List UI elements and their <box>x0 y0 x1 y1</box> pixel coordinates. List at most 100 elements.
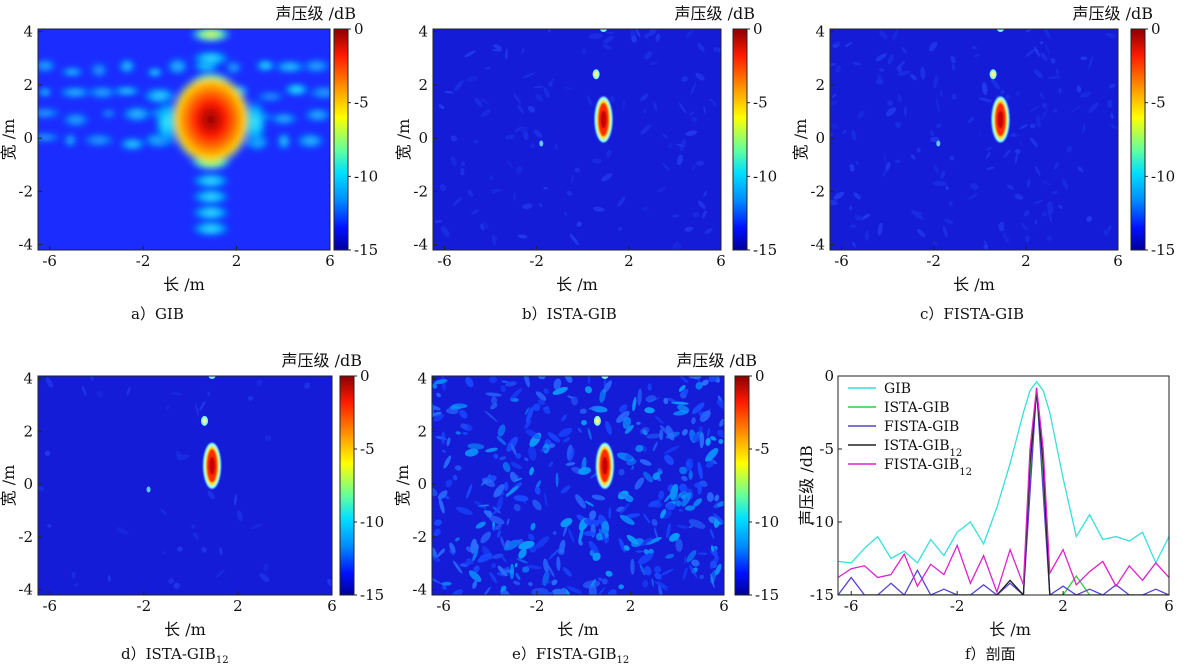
noise-speck <box>539 447 547 452</box>
heatmap-panel-b: -6 -2 2 6 4 2 0 -2 -4 长 /m 宽 /m 0 -5 -10 -15 声压级 /dB <box>394 4 777 294</box>
colorbar-tick-label: -5 <box>360 440 375 458</box>
noise-speck <box>460 161 466 167</box>
noise-speck <box>465 376 474 388</box>
noise-speck <box>910 73 917 81</box>
noise-speck <box>877 222 883 236</box>
noise-speck <box>606 149 612 158</box>
noise-speck <box>930 136 940 143</box>
noise-speck <box>713 513 724 525</box>
noise-speck <box>518 548 527 559</box>
noise-speck <box>514 126 523 133</box>
noise-speck <box>1109 123 1118 129</box>
noise-speck <box>636 421 641 425</box>
noise-speck <box>951 63 956 72</box>
noise-speck <box>528 446 537 461</box>
mainlobe-column-blob <box>188 187 233 206</box>
noise-speck <box>473 500 487 510</box>
noise-speck <box>528 581 533 587</box>
noise-speck <box>1106 32 1116 38</box>
noise-speck <box>438 104 445 110</box>
noise-speck <box>635 444 644 453</box>
caption-prefix: c） <box>920 305 944 323</box>
x-axis-label: 长 /m <box>989 620 1031 639</box>
noise-speck <box>491 234 496 246</box>
noise-speck <box>491 49 503 52</box>
noise-speck <box>717 430 724 439</box>
y-tick-label: -2 <box>18 182 33 200</box>
source-hotspot <box>594 96 613 143</box>
noise-speck <box>647 499 661 508</box>
x-tick-label: -6 <box>436 597 451 615</box>
sidelobe-blob <box>293 131 328 150</box>
noise-speck <box>527 105 536 113</box>
plot-frame <box>837 375 1170 596</box>
legend: GIB ISTA-GIB FISTA-GIB ISTA-GIB12FISTA-GIB1… <box>848 381 972 478</box>
noise-speck <box>716 399 724 411</box>
noise-speck <box>601 173 613 182</box>
sidelobe-blob <box>109 85 144 97</box>
noise-speck <box>483 586 491 595</box>
noise-speck <box>502 461 511 473</box>
noise-speck <box>472 580 478 589</box>
noise-speck <box>176 450 182 460</box>
y-tick-label: 2 <box>418 76 428 94</box>
noise-speck <box>1041 102 1048 109</box>
colorbar-tick-label: 0 <box>354 20 364 38</box>
colorbar-gradient <box>333 28 349 251</box>
noise-speck <box>250 523 263 530</box>
profile-chart: -6 -2 2 6 0 -5 -10 -15 长 /m 声压级 /dB GIB ISTA-GIB FIS… <box>797 367 1174 639</box>
noise-texture <box>830 29 1118 250</box>
y-tick-label: 0 <box>417 475 427 493</box>
plot-frame <box>431 375 725 596</box>
noise-speck <box>678 509 684 512</box>
noise-speck <box>1107 225 1112 232</box>
noise-speck <box>473 565 480 573</box>
noise-speck <box>665 425 675 441</box>
noise-speck <box>465 558 474 565</box>
noise-speck <box>553 378 562 390</box>
plot-frame <box>432 28 722 251</box>
caption-prefix: b） <box>522 305 547 323</box>
noise-speck <box>533 129 543 138</box>
noise-speck <box>833 191 845 200</box>
secondary-source <box>936 140 941 147</box>
noise-speck <box>515 572 521 581</box>
noise-speck <box>1052 190 1058 195</box>
sidelobe-blob <box>164 56 191 77</box>
noise-speck <box>1039 41 1044 45</box>
noise-speck <box>642 579 649 588</box>
noise-speck <box>699 410 711 423</box>
noise-speck <box>1043 29 1051 39</box>
noise-speck <box>861 213 871 220</box>
noise-speck <box>236 510 243 522</box>
x-tick-label: 2 <box>624 252 634 270</box>
y-tick-label: -2 <box>412 528 427 546</box>
y-tick-label: 0 <box>815 129 825 147</box>
noise-speck <box>631 465 634 470</box>
noise-speck <box>525 406 534 424</box>
noise-speck <box>567 395 574 399</box>
noise-speck <box>688 564 698 578</box>
noise-speck <box>304 382 311 389</box>
sidelobe-blob <box>266 111 301 127</box>
noise-speck <box>500 588 511 595</box>
sidelobe-blob <box>84 85 121 100</box>
noise-speck <box>565 462 576 466</box>
noise-speck <box>506 485 519 497</box>
y-tick-label: 4 <box>815 23 825 41</box>
y-tick-label: -4 <box>413 236 428 254</box>
colorbar-gradient <box>732 28 748 251</box>
noise-speck <box>608 507 612 519</box>
noise-speck <box>601 578 608 585</box>
noise-speck <box>646 433 662 439</box>
x-tick-label: 6 <box>716 252 726 270</box>
noise-speck <box>643 549 649 555</box>
colorbar-tick-label: -5 <box>354 94 369 112</box>
noise-speck <box>579 408 587 415</box>
noise-speck <box>519 126 529 133</box>
noise-speck <box>903 106 908 117</box>
noise-speck <box>883 153 887 164</box>
noise-speck <box>504 539 511 549</box>
noise-speck <box>681 492 692 507</box>
noise-speck <box>695 381 704 390</box>
